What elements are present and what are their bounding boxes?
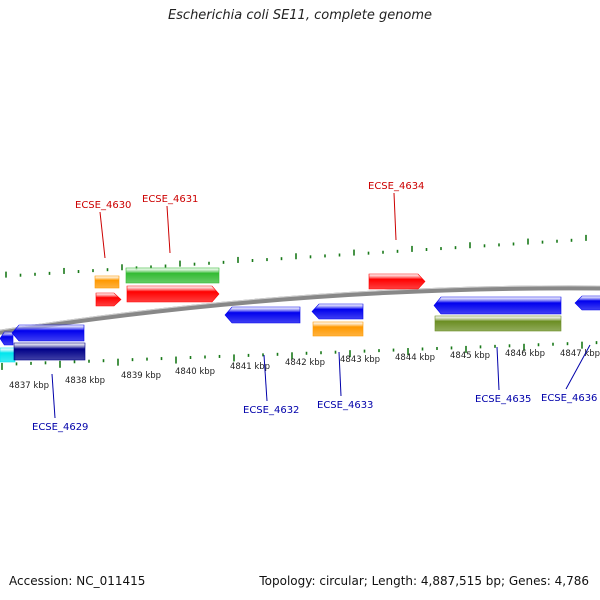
map-title: Escherichia coli SE11, complete genome (167, 8, 433, 23)
axis-label: 4843 kbp (340, 355, 380, 365)
gene-label: ECSE_4630 (75, 200, 131, 211)
feature-ecse-4630-orange (94, 275, 120, 289)
feature-ecse-4636 (574, 295, 600, 311)
axis-label: 4846 kbp (505, 349, 545, 359)
axis-label: 4837 kbp (9, 381, 49, 391)
feature-ecse-4630 (95, 292, 122, 307)
axis-label: 4845 kbp (450, 351, 490, 361)
feature-ecse-4631-green (125, 267, 220, 284)
backbone-highlight (0, 285, 600, 331)
axis-label: 4838 kbp (65, 376, 105, 386)
backbone-arc (0, 285, 600, 335)
label-leader-line (565, 344, 591, 390)
label-leader-line (393, 192, 397, 241)
feature-ecse-4635-olive (434, 315, 562, 332)
feature-ecse-4629-navy (13, 342, 86, 361)
feature-ecse-4635 (433, 296, 562, 315)
feature-ecse-4629 (11, 324, 85, 342)
gene-label: ECSE_4636 (541, 393, 597, 404)
label-leader-line (166, 205, 171, 254)
axis-label: 4842 kbp (285, 358, 325, 368)
axis-label: 4839 kbp (121, 371, 161, 381)
feature-ecse-4629-cyan (0, 347, 16, 363)
gene-label: ECSE_4635 (475, 394, 531, 405)
label-leader-line (496, 346, 500, 391)
gene-label: ECSE_4632 (243, 405, 299, 416)
label-leader-line (99, 211, 106, 259)
label-leader-line (263, 354, 268, 402)
accession-text: Accession: NC_011415 (9, 574, 146, 588)
feature-ecse-4633 (311, 303, 364, 320)
gene-label: ECSE_4629 (32, 422, 88, 433)
gene-label: ECSE_4631 (142, 194, 198, 205)
feature-ecse-4631 (126, 285, 220, 303)
axis-label: 4847 kbp (560, 349, 600, 359)
label-leader-line (338, 351, 342, 397)
axis-label: 4840 kbp (175, 367, 215, 377)
axis-label: 4841 kbp (230, 362, 270, 372)
feature-ecse-4632 (224, 306, 301, 324)
feature-ecse-4633-orange (312, 321, 364, 337)
gene-label: ECSE_4634 (368, 181, 424, 192)
gene-label: ECSE_4633 (317, 400, 373, 411)
label-leader-line (51, 373, 56, 419)
feature-ecse-4628 (0, 331, 14, 346)
feature-ecse-4634 (368, 273, 426, 290)
axis-label: 4844 kbp (395, 353, 435, 363)
topology-text: Topology: circular; Length: 4,887,515 bp… (259, 574, 589, 588)
